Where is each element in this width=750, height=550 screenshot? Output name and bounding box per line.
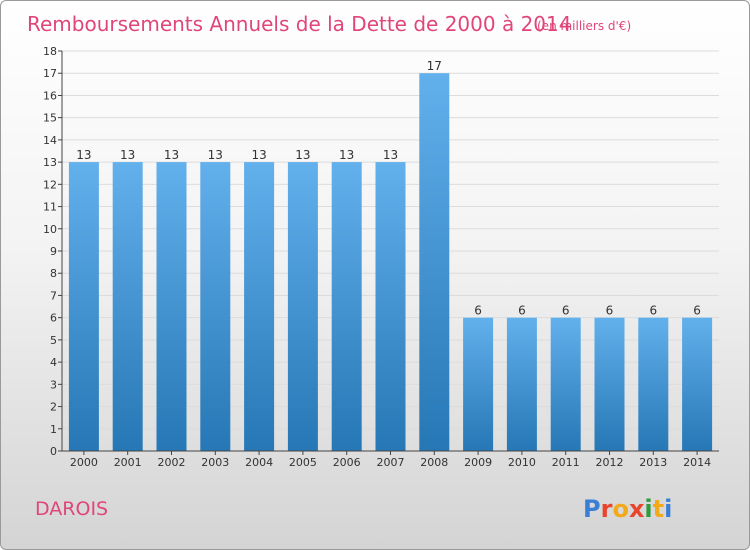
data-label-2008: 17 — [427, 59, 442, 73]
y-tick-label: 4 — [50, 356, 57, 369]
bar-2012 — [594, 317, 625, 451]
data-label-2014: 6 — [693, 304, 701, 318]
y-tick-label: 13 — [43, 156, 57, 169]
y-tick-label: 15 — [43, 112, 57, 125]
logo-letter: x — [629, 495, 645, 523]
x-tick-label: 2002 — [158, 456, 186, 469]
y-tick-label: 5 — [50, 334, 57, 347]
x-tick-label: 2006 — [333, 456, 361, 469]
y-tick-label: 2 — [50, 401, 57, 414]
data-label-2005: 13 — [295, 148, 310, 162]
x-tick-label: 2014 — [683, 456, 711, 469]
bars — [68, 73, 713, 451]
bar-2014 — [682, 317, 713, 451]
logo-letter: t — [653, 495, 664, 523]
bar-2007 — [375, 162, 406, 451]
x-tick-label: 2013 — [639, 456, 667, 469]
logo-letter: o — [612, 495, 629, 523]
data-label-2004: 13 — [251, 148, 266, 162]
data-label-2009: 6 — [474, 304, 482, 318]
y-tick-label: 0 — [50, 445, 57, 458]
bar-2011 — [550, 317, 581, 451]
y-tick-label: 1 — [50, 423, 57, 436]
y-tick-label: 17 — [43, 67, 57, 80]
commune-name: DAROIS — [35, 498, 108, 520]
y-tick-label: 7 — [50, 289, 57, 302]
data-label-2000: 13 — [76, 148, 91, 162]
logo-letter: P — [583, 495, 601, 523]
logo-letter: i — [664, 495, 672, 523]
x-tick-labels: 2000 2001 2002 2003 2004 2005 2006 2007 2008 2009… — [70, 451, 711, 469]
bar-2004 — [244, 162, 275, 451]
y-tick-label: 3 — [50, 378, 57, 391]
y-tick-label: 12 — [43, 178, 57, 191]
y-tick-label: 10 — [43, 223, 57, 236]
y-tick-label: 8 — [50, 267, 57, 280]
proxiti-logo: Proxiti — [583, 495, 672, 523]
data-label-2011: 6 — [562, 304, 570, 318]
bar-2001 — [112, 162, 143, 451]
y-tick-label: 9 — [50, 245, 57, 258]
x-tick-label: 2004 — [245, 456, 273, 469]
data-label-2002: 13 — [164, 148, 179, 162]
data-label-2001: 13 — [120, 148, 135, 162]
logo-letter: r — [601, 495, 613, 523]
bar-2005 — [287, 162, 318, 451]
bar-2010 — [506, 317, 537, 451]
data-labels: 13 13 13 13 13 13 13 13 17 6 6 6 6 6 6 — [76, 59, 701, 317]
bar-2000 — [68, 162, 99, 451]
x-tick-label: 2001 — [114, 456, 142, 469]
data-label-2007: 13 — [383, 148, 398, 162]
x-tick-label: 2011 — [552, 456, 580, 469]
x-tick-label: 2012 — [596, 456, 624, 469]
x-tick-label: 2010 — [508, 456, 536, 469]
data-label-2003: 13 — [208, 148, 223, 162]
logo-letter: i — [644, 495, 652, 523]
bar-2009 — [463, 317, 494, 451]
x-tick-label: 2008 — [420, 456, 448, 469]
data-label-2010: 6 — [518, 304, 526, 318]
bar-2006 — [331, 162, 362, 451]
chart-title: Remboursements Annuels de la Dette de 20… — [27, 12, 571, 36]
x-tick-label: 2007 — [377, 456, 405, 469]
y-tick-label: 6 — [50, 312, 57, 325]
data-label-2012: 6 — [606, 304, 614, 318]
data-label-2013: 6 — [649, 304, 657, 318]
bar-2002 — [156, 162, 187, 451]
x-tick-label: 2000 — [70, 456, 98, 469]
y-tick-label: 18 — [43, 45, 57, 58]
bar-2003 — [200, 162, 231, 451]
y-tick-label: 16 — [43, 89, 57, 102]
chart-subtitle: (en milliers d'€) — [537, 19, 631, 33]
y-tick-label: 14 — [43, 134, 57, 147]
bar-2013 — [638, 317, 669, 451]
x-tick-label: 2003 — [201, 456, 229, 469]
x-tick-label: 2009 — [464, 456, 492, 469]
bar-2008 — [419, 73, 450, 451]
y-tick-label: 11 — [43, 201, 57, 214]
x-tick-label: 2005 — [289, 456, 317, 469]
data-label-2006: 13 — [339, 148, 354, 162]
